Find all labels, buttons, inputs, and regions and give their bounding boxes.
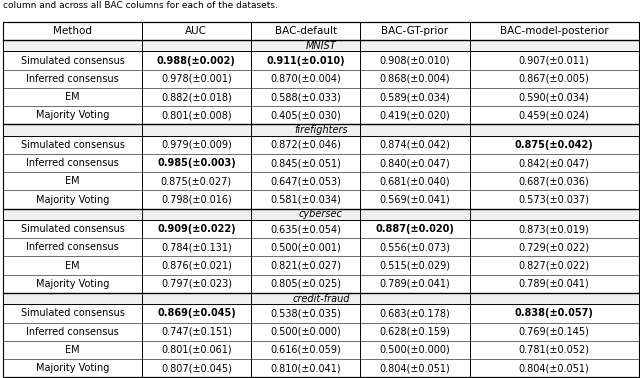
Text: 0.687(±0.036): 0.687(±0.036) bbox=[519, 177, 589, 186]
Text: 0.873(±0.019): 0.873(±0.019) bbox=[519, 224, 589, 234]
Text: 0.588(±0.033): 0.588(±0.033) bbox=[270, 92, 341, 102]
Text: Simulated consensus: Simulated consensus bbox=[20, 308, 124, 318]
Text: column and across all BAC columns for each of the datasets.: column and across all BAC columns for ea… bbox=[3, 1, 278, 10]
Text: 0.635(±0.054): 0.635(±0.054) bbox=[270, 224, 341, 234]
Text: 0.869(±0.045): 0.869(±0.045) bbox=[157, 308, 236, 318]
Text: 0.683(±0.178): 0.683(±0.178) bbox=[380, 308, 451, 318]
Text: 0.500(±0.000): 0.500(±0.000) bbox=[380, 345, 451, 355]
Text: EM: EM bbox=[65, 177, 80, 186]
Text: 0.747(±0.151): 0.747(±0.151) bbox=[161, 327, 232, 337]
Text: 0.810(±0.041): 0.810(±0.041) bbox=[270, 363, 341, 373]
Text: 0.589(±0.034): 0.589(±0.034) bbox=[380, 92, 451, 102]
Text: Majority Voting: Majority Voting bbox=[36, 363, 109, 373]
Text: 0.909(±0.022): 0.909(±0.022) bbox=[157, 224, 236, 234]
Text: 0.500(±0.001): 0.500(±0.001) bbox=[270, 242, 341, 253]
Text: Inferred consensus: Inferred consensus bbox=[26, 327, 119, 337]
Text: 0.985(±0.003): 0.985(±0.003) bbox=[157, 158, 236, 168]
Text: 0.908(±0.010): 0.908(±0.010) bbox=[380, 56, 451, 66]
Text: 0.798(±0.016): 0.798(±0.016) bbox=[161, 195, 232, 204]
Text: 0.515(±0.029): 0.515(±0.029) bbox=[380, 260, 451, 271]
Bar bbox=[3, 293, 639, 304]
Text: 0.867(±0.005): 0.867(±0.005) bbox=[519, 74, 589, 84]
Bar bbox=[3, 124, 639, 136]
Text: Method: Method bbox=[53, 26, 92, 36]
Text: 0.459(±0.024): 0.459(±0.024) bbox=[519, 110, 589, 120]
Text: 0.874(±0.042): 0.874(±0.042) bbox=[380, 140, 451, 150]
Text: 0.801(±0.061): 0.801(±0.061) bbox=[161, 345, 232, 355]
Text: EM: EM bbox=[65, 92, 80, 102]
Text: 0.769(±0.145): 0.769(±0.145) bbox=[519, 327, 589, 337]
Text: 0.538(±0.035): 0.538(±0.035) bbox=[270, 308, 341, 318]
Text: 0.801(±0.008): 0.801(±0.008) bbox=[161, 110, 232, 120]
Text: 0.907(±0.011): 0.907(±0.011) bbox=[519, 56, 589, 66]
Text: 0.789(±0.041): 0.789(±0.041) bbox=[380, 279, 451, 289]
Text: 0.681(±0.040): 0.681(±0.040) bbox=[380, 177, 451, 186]
Text: 0.419(±0.020): 0.419(±0.020) bbox=[380, 110, 451, 120]
Text: EM: EM bbox=[65, 345, 80, 355]
Text: 0.807(±0.045): 0.807(±0.045) bbox=[161, 363, 232, 373]
Text: BAC-model-posterior: BAC-model-posterior bbox=[500, 26, 609, 36]
Text: 0.569(±0.041): 0.569(±0.041) bbox=[380, 195, 451, 204]
Text: 0.647(±0.053): 0.647(±0.053) bbox=[270, 177, 341, 186]
Text: 0.628(±0.159): 0.628(±0.159) bbox=[380, 327, 451, 337]
Text: 0.872(±0.046): 0.872(±0.046) bbox=[270, 140, 341, 150]
Text: 0.875(±0.042): 0.875(±0.042) bbox=[515, 140, 593, 150]
Text: AUC: AUC bbox=[186, 26, 207, 36]
Text: 0.876(±0.021): 0.876(±0.021) bbox=[161, 260, 232, 271]
Text: EM: EM bbox=[65, 260, 80, 271]
Text: credit-fraud: credit-fraud bbox=[292, 294, 349, 304]
Text: 0.784(±0.131): 0.784(±0.131) bbox=[161, 242, 232, 253]
Text: 0.911(±0.010): 0.911(±0.010) bbox=[266, 56, 345, 66]
Text: Inferred consensus: Inferred consensus bbox=[26, 242, 119, 253]
Text: 0.838(±0.057): 0.838(±0.057) bbox=[515, 308, 594, 318]
Text: 0.573(±0.037): 0.573(±0.037) bbox=[518, 195, 589, 204]
Text: 0.556(±0.073): 0.556(±0.073) bbox=[380, 242, 451, 253]
Text: Inferred consensus: Inferred consensus bbox=[26, 158, 119, 168]
Text: 0.882(±0.018): 0.882(±0.018) bbox=[161, 92, 232, 102]
Text: Simulated consensus: Simulated consensus bbox=[20, 140, 124, 150]
Text: 0.840(±0.047): 0.840(±0.047) bbox=[380, 158, 451, 168]
Text: 0.781(±0.052): 0.781(±0.052) bbox=[518, 345, 589, 355]
Text: 0.581(±0.034): 0.581(±0.034) bbox=[270, 195, 341, 204]
Text: 0.875(±0.027): 0.875(±0.027) bbox=[161, 177, 232, 186]
Text: 0.870(±0.004): 0.870(±0.004) bbox=[270, 74, 341, 84]
Text: 0.805(±0.025): 0.805(±0.025) bbox=[270, 279, 341, 289]
Text: Majority Voting: Majority Voting bbox=[36, 195, 109, 204]
Text: 0.978(±0.001): 0.978(±0.001) bbox=[161, 74, 232, 84]
Text: 0.797(±0.023): 0.797(±0.023) bbox=[161, 279, 232, 289]
Text: 0.405(±0.030): 0.405(±0.030) bbox=[270, 110, 341, 120]
Text: Inferred consensus: Inferred consensus bbox=[26, 74, 119, 84]
Text: 0.845(±0.051): 0.845(±0.051) bbox=[270, 158, 341, 168]
Text: 0.729(±0.022): 0.729(±0.022) bbox=[518, 242, 589, 253]
Text: 0.804(±0.051): 0.804(±0.051) bbox=[519, 363, 589, 373]
Text: MNIST: MNIST bbox=[305, 41, 337, 51]
Text: 0.988(±0.002): 0.988(±0.002) bbox=[157, 56, 236, 66]
Bar bbox=[3, 209, 639, 220]
Text: 0.821(±0.027): 0.821(±0.027) bbox=[270, 260, 341, 271]
Text: 0.616(±0.059): 0.616(±0.059) bbox=[270, 345, 341, 355]
Text: 0.789(±0.041): 0.789(±0.041) bbox=[519, 279, 589, 289]
Text: Simulated consensus: Simulated consensus bbox=[20, 224, 124, 234]
Text: 0.979(±0.009): 0.979(±0.009) bbox=[161, 140, 232, 150]
Text: 0.887(±0.020): 0.887(±0.020) bbox=[376, 224, 454, 234]
Text: BAC-default: BAC-default bbox=[275, 26, 337, 36]
Text: BAC-GT-prior: BAC-GT-prior bbox=[381, 26, 449, 36]
Bar bbox=[3, 40, 639, 51]
Text: 0.804(±0.051): 0.804(±0.051) bbox=[380, 363, 451, 373]
Text: cybersec: cybersec bbox=[299, 209, 343, 219]
Text: 0.868(±0.004): 0.868(±0.004) bbox=[380, 74, 451, 84]
Text: firefighters: firefighters bbox=[294, 125, 348, 135]
Text: 0.827(±0.022): 0.827(±0.022) bbox=[518, 260, 589, 271]
Text: 0.500(±0.000): 0.500(±0.000) bbox=[270, 327, 341, 337]
Text: 0.590(±0.034): 0.590(±0.034) bbox=[519, 92, 589, 102]
Text: Majority Voting: Majority Voting bbox=[36, 110, 109, 120]
Text: Majority Voting: Majority Voting bbox=[36, 279, 109, 289]
Text: 0.842(±0.047): 0.842(±0.047) bbox=[519, 158, 589, 168]
Text: Simulated consensus: Simulated consensus bbox=[20, 56, 124, 66]
